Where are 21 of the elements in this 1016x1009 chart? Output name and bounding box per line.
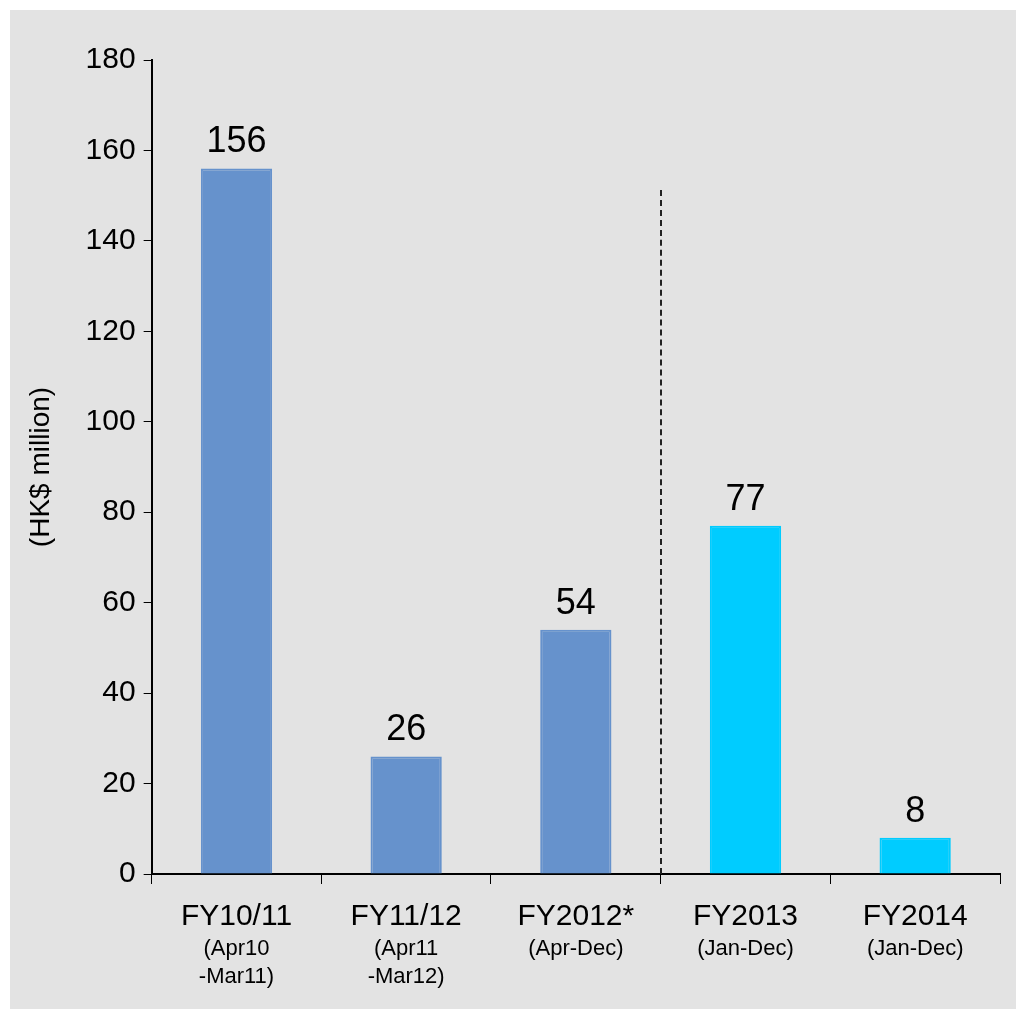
y-tick-label: 0: [118, 855, 136, 889]
y-tick-label: 20: [102, 764, 136, 798]
y-tick-label: 180: [85, 41, 136, 75]
x-tick-label: FY11/12 (Apr11 -Mar12): [350, 898, 462, 989]
data-label: 156: [206, 119, 267, 161]
y-tick-label: 140: [85, 222, 136, 256]
data-label: 77: [725, 476, 766, 518]
data-label: 54: [555, 580, 596, 622]
data-label: 26: [386, 707, 427, 749]
y-tick-label: 160: [85, 131, 136, 165]
y-tick-label: 120: [85, 312, 136, 346]
x-tick-label: FY2012* (Apr-Dec): [517, 898, 635, 961]
y-tick-label: 80: [102, 493, 136, 527]
data-label: 8: [905, 788, 926, 830]
x-tick-label: FY2014 (Jan-Dec): [862, 898, 968, 961]
y-axis-title: (HK$ million): [23, 386, 55, 548]
y-tick-label: 60: [102, 583, 136, 617]
x-tick-label: FY2013 (Jan-Dec): [692, 898, 799, 961]
x-tick-label: FY10/11 (Apr10 -Mar11): [180, 898, 293, 989]
y-tick-label: 40: [102, 674, 136, 708]
y-tick-label: 100: [85, 403, 136, 437]
